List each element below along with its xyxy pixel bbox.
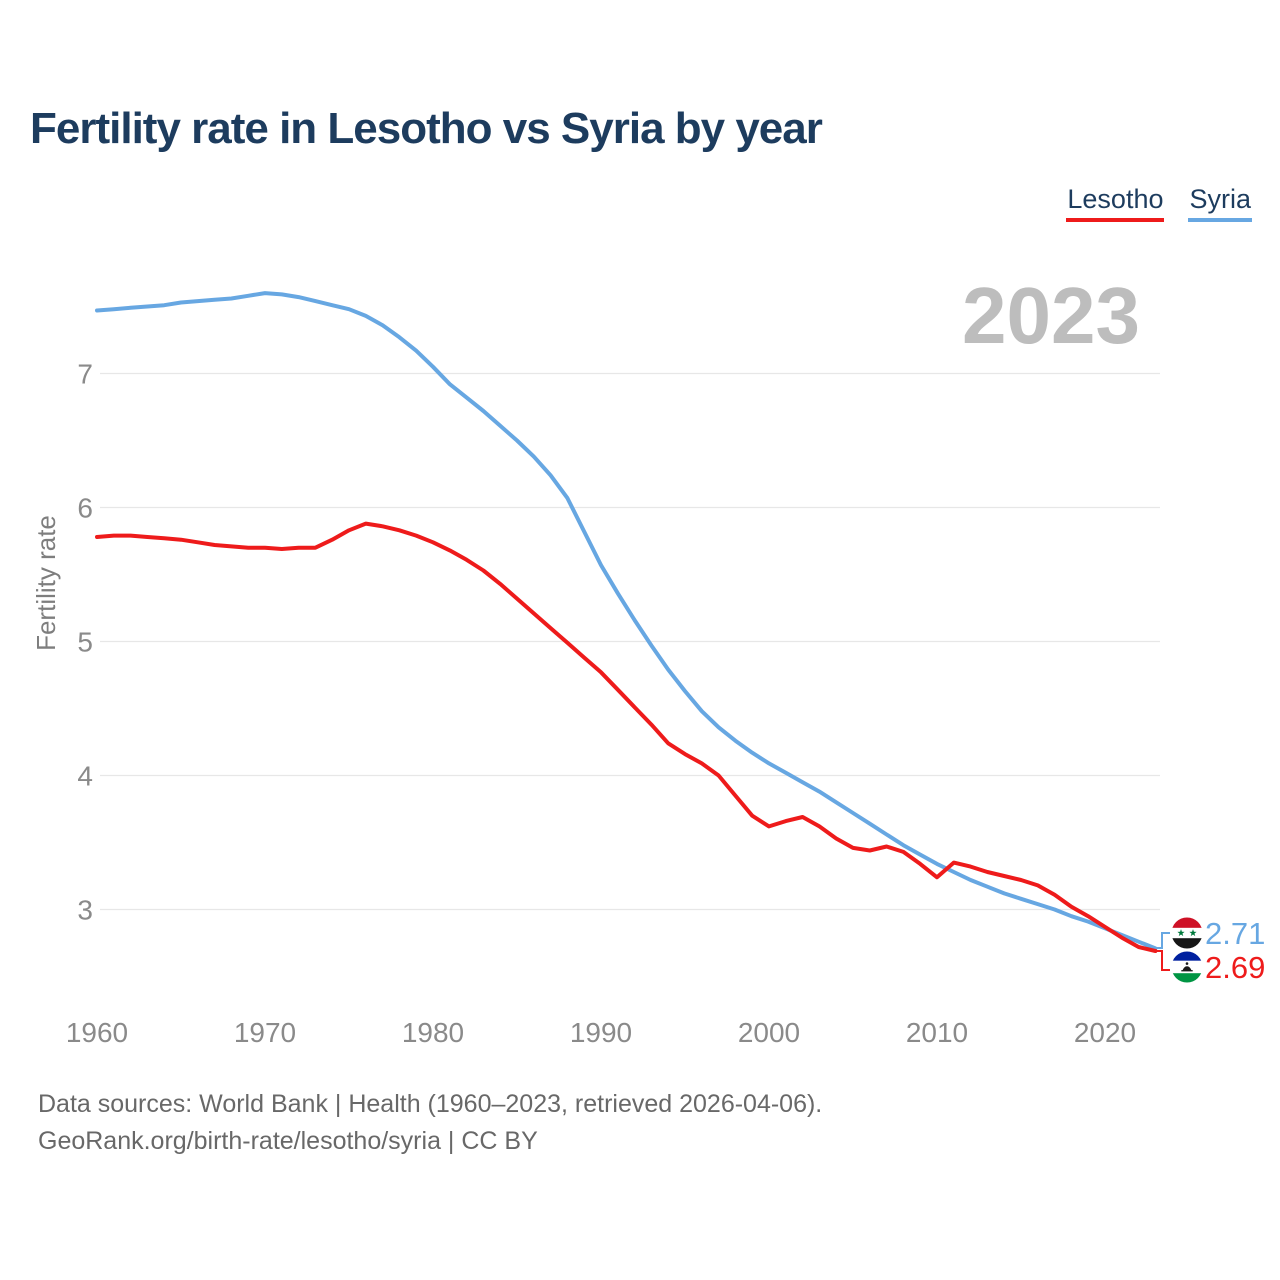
y-tick-3: 3 bbox=[77, 895, 93, 926]
y-tick-6: 6 bbox=[77, 493, 93, 524]
x-tick-2020: 2020 bbox=[1074, 1017, 1136, 1048]
end-label-connectors bbox=[1156, 932, 1170, 971]
y-tick-5: 5 bbox=[77, 627, 93, 658]
x-tick-1960: 1960 bbox=[66, 1017, 128, 1048]
legend-item-syria[interactable]: Syria bbox=[1188, 184, 1252, 222]
x-tick-1970: 1970 bbox=[234, 1017, 296, 1048]
x-tick-2010: 2010 bbox=[906, 1017, 968, 1048]
series-line-lesotho bbox=[95, 521, 1158, 953]
x-axis-tick-labels: 1960 1970 1980 1990 2000 2010 2020 bbox=[66, 1017, 1136, 1048]
legend: Lesotho Syria bbox=[1066, 184, 1252, 222]
gridlines bbox=[100, 372, 1160, 911]
legend-item-lesotho[interactable]: Lesotho bbox=[1066, 184, 1165, 222]
syria-end-value: 2.71 bbox=[1205, 916, 1265, 951]
lesotho-connector-line bbox=[1156, 950, 1170, 971]
page-title: Fertility rate in Lesotho vs Syria by ye… bbox=[30, 104, 823, 153]
footer-attribution-link[interactable]: GeoRank.org/birth-rate/lesotho/syria | C… bbox=[38, 1127, 538, 1155]
watermark-year: 2023 bbox=[962, 271, 1140, 360]
y-tick-4: 4 bbox=[77, 761, 93, 792]
mokorotlo-hat bbox=[1182, 966, 1192, 971]
series-lines bbox=[95, 291, 1158, 953]
syria-connector-line bbox=[1156, 932, 1170, 949]
footer: Data sources: World Bank | Health (1960–… bbox=[38, 1086, 822, 1160]
series-line-syria bbox=[95, 291, 1158, 951]
x-tick-1990: 1990 bbox=[570, 1017, 632, 1048]
lesotho-flag-icon bbox=[1171, 951, 1203, 983]
y-axis-tick-labels: 7 6 5 4 3 bbox=[77, 359, 93, 926]
x-tick-1980: 1980 bbox=[402, 1017, 464, 1048]
y-tick-7: 7 bbox=[77, 359, 93, 390]
mokorotlo-hat-knob bbox=[1185, 962, 1189, 965]
footer-data-sources: Data sources: World Bank | Health (1960–… bbox=[38, 1090, 823, 1118]
lesotho-end-value: 2.69 bbox=[1205, 950, 1265, 985]
x-tick-2000: 2000 bbox=[738, 1017, 800, 1048]
syria-flag-icon bbox=[1171, 917, 1203, 949]
